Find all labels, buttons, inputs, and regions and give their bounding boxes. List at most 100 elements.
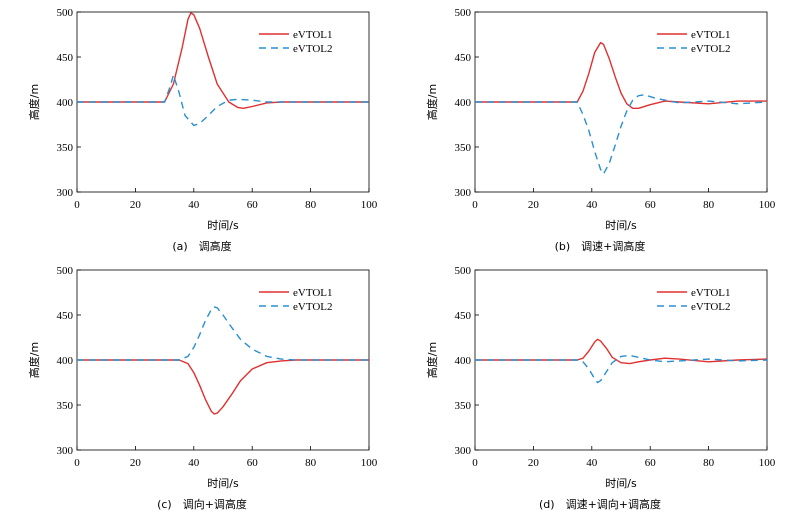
x-tick: 60 [645, 446, 656, 469]
legend-label: eVTOL2 [691, 301, 731, 313]
y-tick: 350 [57, 400, 81, 412]
x-tick: 100 [759, 446, 776, 469]
x-axis-label: 时间/s [207, 477, 239, 490]
x-tick: 100 [361, 446, 378, 469]
y-axis-label: 高度/m [27, 342, 41, 378]
y-tick: 450 [57, 52, 81, 64]
chart-caption: (a) 调高度 [172, 240, 232, 253]
series-line-evtol1 [77, 12, 369, 110]
series-line-evtol2 [475, 94, 768, 175]
y-tick-label: 350 [57, 142, 74, 154]
x-tick-label: 80 [703, 199, 715, 211]
x-tick-label: 40 [586, 199, 598, 211]
y-tick: 350 [455, 142, 479, 154]
x-tick-label: 20 [528, 457, 540, 469]
y-axis-label: 高度/m [425, 342, 439, 378]
x-tick-label: 80 [703, 457, 715, 469]
y-tick-label: 400 [57, 355, 74, 367]
chart-panel-a: 0 20 40 60 80 100 300 350 400 450 500 时间/s 高度/m eVTOL… [0, 0, 404, 259]
y-tick: 300 [57, 187, 81, 199]
y-tick: 350 [57, 142, 81, 154]
y-tick: 500 [57, 265, 81, 277]
y-tick: 500 [455, 265, 479, 277]
y-tick: 450 [57, 310, 81, 322]
x-tick-label: 100 [759, 457, 776, 469]
x-tick-label: 20 [130, 199, 142, 211]
legend-label: eVTOL1 [691, 29, 731, 41]
series-line-evtol1 [475, 41, 767, 110]
y-tick-label: 300 [57, 445, 74, 457]
x-tick-label: 80 [305, 199, 317, 211]
y-tick-label: 300 [455, 187, 472, 199]
x-tick: 80 [305, 188, 317, 211]
y-tick: 450 [455, 310, 479, 322]
x-tick-label: 40 [586, 457, 598, 469]
y-tick: 500 [455, 7, 479, 19]
y-tick-label: 500 [455, 265, 472, 277]
legend-label: eVTOL1 [691, 287, 731, 299]
x-tick: 20 [130, 446, 142, 469]
series-line-evtol2 [77, 74, 369, 127]
x-tick: 0 [74, 188, 80, 211]
y-tick: 350 [455, 400, 479, 412]
x-axis-label: 时间/s [605, 477, 637, 490]
series-line-evtol2 [77, 306, 369, 361]
x-tick: 0 [74, 446, 80, 469]
y-axis-label: 高度/m [27, 84, 41, 120]
y-tick-label: 500 [455, 7, 472, 19]
x-tick: 100 [759, 188, 776, 211]
x-axis-label: 时间/s [605, 219, 637, 232]
x-axis-label: 时间/s [207, 219, 239, 232]
legend-label: eVTOL1 [293, 29, 333, 41]
series-line-evtol2 [475, 354, 768, 384]
y-tick-label: 350 [455, 142, 472, 154]
x-tick: 0 [472, 188, 478, 211]
y-tick-label: 500 [57, 265, 74, 277]
x-tick-label: 100 [361, 199, 378, 211]
chart-svg-c: 0 20 40 60 80 100 300 350 400 450 500 时间/s 高度/m eVTOL… [27, 265, 378, 490]
x-tick-label: 80 [305, 457, 317, 469]
y-tick-label: 500 [57, 7, 74, 19]
x-tick: 40 [586, 188, 598, 211]
chart-panel-b: 0 20 40 60 80 100 300 350 400 450 500 时间/s 高度/m eVTOL… [398, 0, 802, 259]
x-tick: 20 [528, 188, 540, 211]
y-tick-label: 400 [57, 97, 74, 109]
x-tick-label: 20 [130, 457, 142, 469]
chart-svg-a: 0 20 40 60 80 100 300 350 400 450 500 时间/s 高度/m eVTOL… [27, 7, 378, 232]
x-tick: 80 [305, 446, 317, 469]
x-tick: 0 [472, 446, 478, 469]
legend-label: eVTOL2 [293, 43, 333, 55]
chart-caption: (c) 调向+调高度 [157, 498, 247, 511]
y-tick: 500 [57, 7, 81, 19]
x-tick-label: 20 [528, 199, 540, 211]
x-tick-label: 0 [472, 199, 478, 211]
y-tick-label: 300 [57, 187, 74, 199]
x-tick-label: 100 [361, 457, 378, 469]
y-tick-label: 450 [57, 52, 74, 64]
x-tick: 40 [586, 446, 598, 469]
y-tick: 300 [455, 187, 479, 199]
x-tick: 20 [528, 446, 540, 469]
y-tick-label: 350 [57, 400, 74, 412]
y-tick-label: 400 [455, 355, 472, 367]
legend-label: eVTOL2 [293, 301, 333, 313]
x-tick: 20 [130, 188, 142, 211]
series-line-evtol1 [77, 359, 369, 415]
x-tick: 100 [361, 188, 378, 211]
x-tick: 60 [247, 188, 259, 211]
chart-panel-d: 0 20 40 60 80 100 300 350 400 450 500 时间/s 高度/m eVTOL… [398, 258, 802, 517]
x-tick: 60 [645, 188, 657, 211]
x-tick-label: 40 [188, 457, 200, 469]
x-tick-label: 0 [74, 199, 80, 211]
y-tick: 450 [455, 52, 479, 64]
y-tick-label: 450 [455, 310, 472, 322]
chart-caption: (b) 调速+调高度 [554, 240, 646, 253]
x-tick-label: 60 [645, 199, 657, 211]
y-tick-label: 400 [455, 97, 472, 109]
x-tick: 80 [703, 446, 715, 469]
x-tick-label: 60 [247, 199, 259, 211]
x-tick-label: 60 [247, 457, 259, 469]
y-axis-label: 高度/m [425, 84, 439, 120]
legend-label: eVTOL1 [293, 287, 333, 299]
x-tick: 80 [703, 188, 715, 211]
